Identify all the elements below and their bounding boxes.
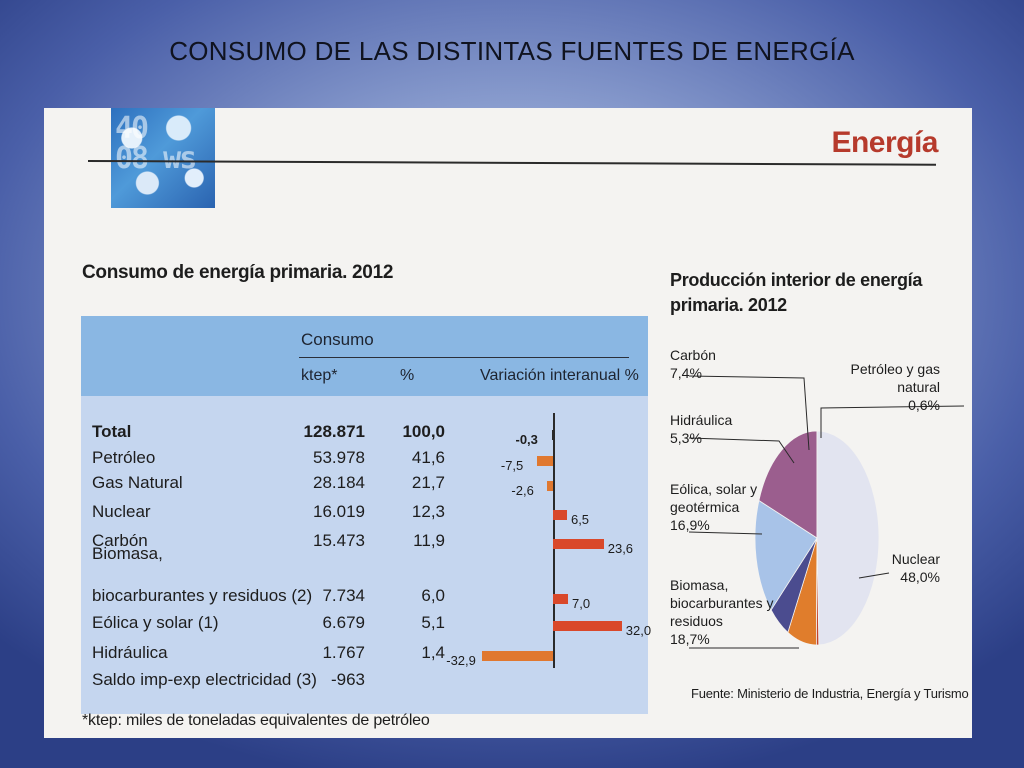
biomasa-label-line1: Biomasa, xyxy=(92,544,163,563)
table-row: biocarburantes y residuos (2) 7.734 6,0 xyxy=(81,584,648,612)
section-title: Energía xyxy=(831,126,938,159)
variation-bar xyxy=(553,510,567,520)
pie-source: Fuente: Ministerio de Industria, Energía… xyxy=(691,686,969,701)
row-label: Carbón xyxy=(92,531,148,550)
variation-bar xyxy=(553,621,622,631)
row-label: biocarburantes y residuos (2) xyxy=(92,586,313,605)
table-row: Saldo imp-exp electricidad (3) -963 xyxy=(81,668,648,696)
pie-label-line: 7,4% xyxy=(670,365,702,381)
table-row: Total 128.871 100,0 xyxy=(81,420,648,448)
pie-label-line: Carbón xyxy=(670,347,716,363)
pie-label-line: 5,3% xyxy=(670,430,702,446)
pie-label-line: Eólica, solar y xyxy=(670,481,758,497)
table-footnote: *ktep: miles de toneladas equivalentes d… xyxy=(82,712,430,729)
row-pct: 11,9 xyxy=(413,531,445,550)
slide-title: CONSUMO DE LAS DISTINTAS FUENTES DE ENER… xyxy=(169,36,855,66)
variation-label: -0,3 xyxy=(515,432,538,447)
pie-label-line: Nuclear xyxy=(891,551,940,567)
pie-label-line: 48,0% xyxy=(900,569,940,585)
row-ktep: 128.871 xyxy=(303,422,365,441)
row-label: Eólica y solar (1) xyxy=(92,613,219,632)
pie-label-line: Hidráulica xyxy=(670,412,733,428)
logo-text: 40 08 ws xyxy=(115,111,197,176)
header-underline xyxy=(299,357,629,358)
pie-label-line: 18,7% xyxy=(670,631,710,647)
pie-label-line: natural xyxy=(897,379,940,395)
pie-label-line: geotérmica xyxy=(670,499,740,515)
table-row: Carbón 15.473 11,9 xyxy=(81,529,648,557)
row-ktep: 6.679 xyxy=(322,613,365,632)
pie-label-line: biocarburantes y xyxy=(670,595,774,611)
variation-label: -2,6 xyxy=(511,483,534,498)
table-row: Gas Natural 28.184 21,7 xyxy=(81,471,648,499)
variation-label: -32,9 xyxy=(446,653,476,668)
textbook-page: 40 08 ws Energía Consumo de energía prim… xyxy=(44,108,972,738)
pie-label-petroleo: Petróleo y gas natural 0,6% xyxy=(851,360,941,414)
row-label: Total xyxy=(92,422,132,441)
variation-bar xyxy=(536,456,553,466)
row-ktep: 7.734 xyxy=(322,586,365,605)
row-ktep: 1.767 xyxy=(322,643,365,662)
pie-leader-line xyxy=(820,405,965,438)
consumo-header: Consumo xyxy=(301,330,374,349)
pie-label-biomasa: Biomasa, biocarburantes y residuos 18,7% xyxy=(670,576,774,648)
table-title: Consumo de energía primaria. 2012 xyxy=(82,262,394,283)
pie-label-hidraulica: Hidráulica 5,3% xyxy=(670,411,732,447)
row-pct: 100,0 xyxy=(402,422,445,441)
row-ktep: -963 xyxy=(330,670,365,689)
row-pct: 6,0 xyxy=(421,586,445,605)
pie-title: Producción interior de energía primaria.… xyxy=(670,270,923,315)
pie-label-nuclear: Nuclear 48,0% xyxy=(892,550,940,586)
pie-leader-line xyxy=(688,437,795,464)
variation-bar xyxy=(553,539,604,549)
variation-label: 32,0 xyxy=(625,623,652,638)
row-ktep: 53.978 xyxy=(313,448,365,467)
table-row: Nuclear 16.019 12,3 xyxy=(81,500,648,528)
row-ktep: 15.473 xyxy=(313,531,365,550)
row-ktep: 28.184 xyxy=(313,473,365,492)
variation-bar xyxy=(482,651,553,661)
table-row: Petróleo 53.978 41,6 xyxy=(81,446,648,474)
row-pct: 41,6 xyxy=(411,448,445,467)
pie-leader-line xyxy=(688,531,763,535)
row-pct: 1,4 xyxy=(421,643,445,662)
pie-slice xyxy=(815,537,820,646)
variation-bar xyxy=(553,594,569,604)
pie-slice xyxy=(816,430,880,646)
variation-label: 6,5 xyxy=(570,512,590,527)
variation-label: -7,5 xyxy=(500,458,524,473)
row-label: Petróleo xyxy=(92,448,156,467)
pie-slice xyxy=(754,499,818,611)
variation-header: Variación interanual % xyxy=(480,367,639,384)
pie-label-line: residuos xyxy=(670,613,723,629)
variation-label: 23,6 xyxy=(607,541,634,556)
table-row: Eólica y solar (1) 6.679 5,1 xyxy=(81,611,648,639)
variation-bar xyxy=(551,430,553,440)
row-pct: 21,7 xyxy=(411,473,445,492)
pie-slice xyxy=(758,430,818,539)
table-row: Hidráulica 1.767 1,4 xyxy=(81,641,648,669)
pie-label-line: 0,6% xyxy=(908,397,940,413)
pie-label-line: Petróleo y gas xyxy=(850,361,941,377)
row-pct: 12,3 xyxy=(411,502,445,521)
pie-label-line: Biomasa, xyxy=(670,577,729,593)
pie-chart xyxy=(688,375,965,649)
row-label: Nuclear xyxy=(92,502,151,521)
pie-leader-line xyxy=(858,572,890,579)
row-ktep: 16.019 xyxy=(313,502,365,521)
pie-label-carbon: Carbón 7,4% xyxy=(670,346,716,382)
row-pct: 5,1 xyxy=(421,613,445,632)
variation-label: 7,0 xyxy=(572,596,591,611)
variation-bar xyxy=(547,481,553,491)
row-label: Saldo imp-exp electricidad (3) xyxy=(92,670,317,689)
pie-label-eolica: Eólica, solar y geotérmica 16,9% xyxy=(670,480,757,534)
row-label: Hidráulica xyxy=(92,643,168,662)
logo-image: 40 08 ws xyxy=(111,108,215,208)
pie-leader-line xyxy=(688,375,810,451)
table-header: Consumo ktep* % Variación interanual % xyxy=(81,316,648,396)
pct-header: % xyxy=(400,367,415,384)
pie-label-line: 16,9% xyxy=(670,517,710,533)
ktep-header: ktep* xyxy=(301,367,338,384)
row-label: Gas Natural xyxy=(92,473,183,492)
